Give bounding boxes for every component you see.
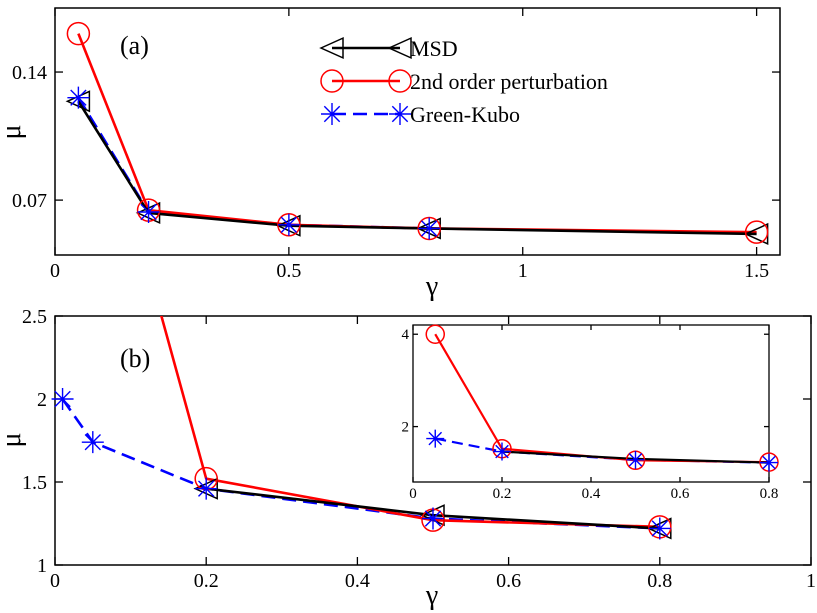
panel-b-x-tick-label: 1 — [806, 570, 816, 592]
inset-point-green-kubo — [760, 453, 778, 472]
panel-a-y-axis-label: μ — [0, 124, 27, 139]
panel-b-frame — [54, 315, 812, 566]
inset-x-tick-label: 0.8 — [760, 486, 779, 502]
panel-a-point-green-kubo — [418, 217, 441, 240]
panel-b-point-green-kubo — [422, 507, 444, 530]
panel-a-x-tick-label: 1.5 — [744, 260, 769, 282]
panel-a-series-2nd-order-perturbation — [77, 33, 757, 234]
panel-b-x-tick-label: 0.6 — [496, 570, 521, 592]
inset-y-tick-label: 4 — [402, 327, 410, 343]
panel-b-y-tick-label: 2.5 — [22, 306, 47, 328]
legend-marker-green-kubo-right — [389, 103, 411, 125]
panel-a-x-tick-label: 1 — [518, 260, 528, 282]
panel-a-point-2nd-order-perturbation — [66, 21, 91, 46]
legend-marker-2nd-order-perturbation-right — [388, 69, 412, 93]
panel-a-y-tick-label: 0.07 — [12, 190, 47, 212]
inset-x-tick-label: 0.6 — [671, 486, 690, 502]
panel-b-point-green-kubo — [195, 477, 218, 500]
inset-frame — [412, 324, 770, 483]
inset-y-tick-label: 2 — [402, 420, 410, 436]
legend-label-2nd-order-perturbation: 2nd order perturbation — [410, 69, 608, 94]
legend-marker-2nd-order-perturbation-left — [320, 69, 344, 93]
panel-a-point-2nd-order-perturbation — [744, 220, 769, 244]
panel-a-x-tick-label: 0 — [50, 260, 60, 282]
inset-x-tick-label: 0.4 — [582, 486, 601, 502]
inset-point-green-kubo — [493, 442, 511, 461]
panel-b-x-tick-label: 0 — [50, 570, 60, 592]
panel-b-y-tick-label: 2 — [37, 389, 47, 411]
inset-point-green-kubo — [426, 429, 445, 448]
panel-b-x-tick-label: 0.2 — [194, 570, 219, 592]
legend-marker-msd-left — [319, 36, 344, 60]
panel-a-point-green-kubo — [67, 86, 90, 109]
panel-b-x-tick-label: 0.8 — [647, 570, 672, 592]
panel-b-y-axis-label: μ — [0, 432, 27, 447]
panel-b-y-tick-label: 1.5 — [22, 472, 47, 494]
inset-x-tick-label: 0 — [409, 486, 417, 502]
panel-a-label: (a) — [120, 31, 149, 60]
panel-a-x-tick-label: 0.5 — [276, 260, 301, 282]
panel-a-frame — [54, 7, 781, 256]
panel-b: 0 0.2 0.4 0.6 0.8 1 1 1.5 2 2.5 (b) γ μ 0 0.2 0.4 0.… — [0, 306, 816, 611]
inset-point-2nd-order-perturbation — [425, 324, 445, 344]
legend-label-msd: MSD — [410, 36, 458, 61]
panel-a-point-green-kubo — [137, 201, 160, 224]
legend-marker-msd-right — [387, 36, 412, 60]
panel-b-point-green-kubo — [648, 517, 671, 540]
legend-label-green-kubo: Green-Kubo — [410, 102, 520, 127]
panel-b-series-2nd-order-perturbation — [160, 316, 660, 529]
panel-b-inset: 0 0.2 0.4 0.6 0.8 2 4 — [402, 324, 779, 502]
inset-x-tick-label: 0.2 — [493, 486, 512, 502]
panel-a: 0 0.5 1 1.5 0.07 0.14 (a) γ μ MSD 2nd order pe… — [0, 7, 781, 302]
inset-point-green-kubo — [626, 450, 645, 469]
legend-marker-green-kubo-left — [321, 103, 343, 125]
panel-b-x-tick-label: 0.4 — [345, 570, 370, 592]
panel-a-point-green-kubo — [277, 213, 300, 236]
panel-b-point-green-kubo — [81, 431, 104, 454]
panel-a-y-tick-label: 0.14 — [12, 62, 47, 84]
panel-b-label: (b) — [120, 344, 150, 373]
panel-b-point-green-kubo — [51, 388, 74, 410]
panel-a-x-axis-label: γ — [425, 271, 438, 302]
panel-b-y-tick-label: 1 — [37, 555, 47, 577]
panel-b-x-axis-label: γ — [425, 580, 438, 611]
legend: MSD 2nd order perturbation Green-Kubo — [319, 36, 608, 127]
